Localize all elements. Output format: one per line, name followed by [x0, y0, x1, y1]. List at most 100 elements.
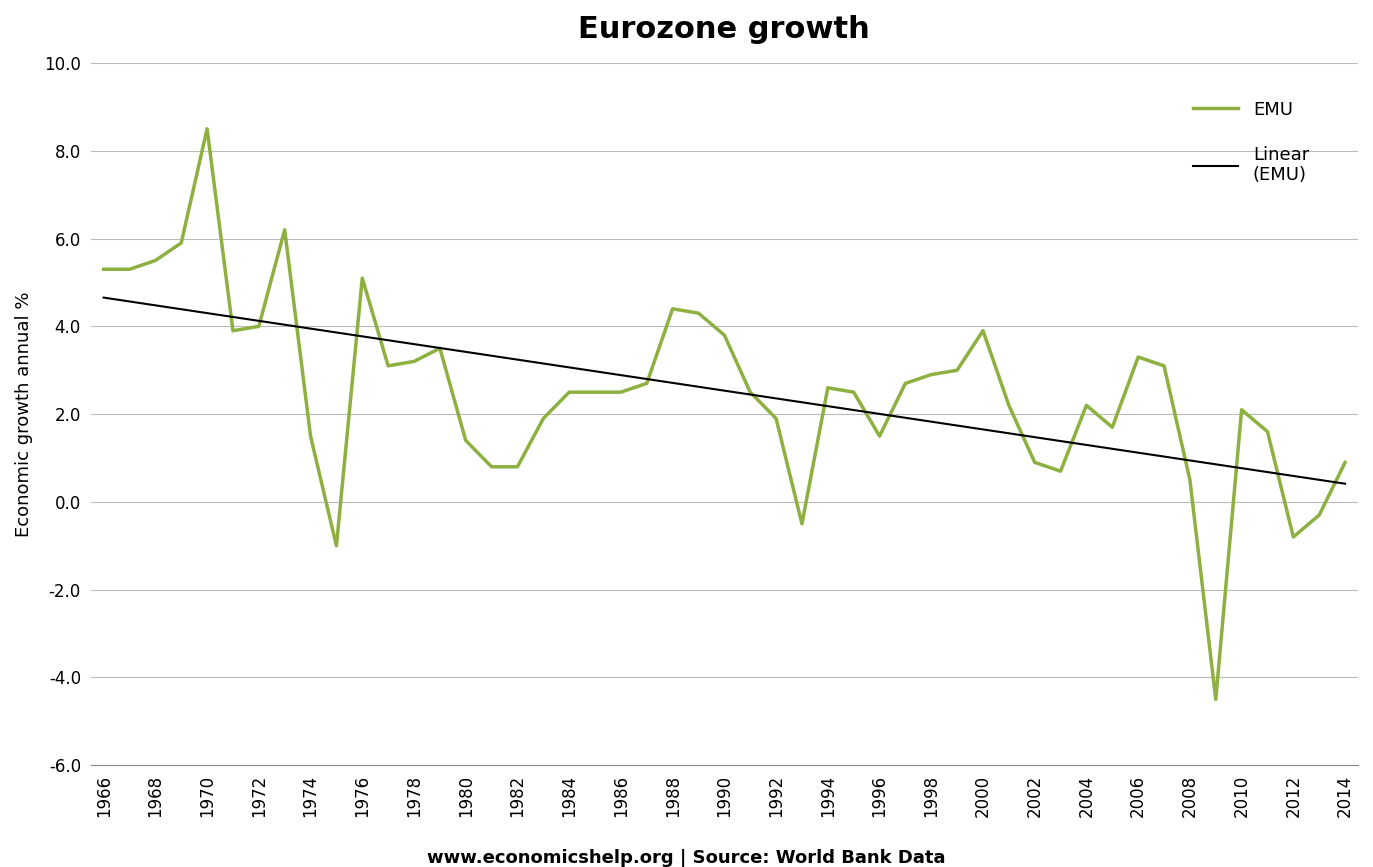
- EMU: [535, 414, 552, 424]
- EMU: [975, 325, 991, 336]
- EMU: [949, 365, 965, 375]
- Linear
(EMU): [1311, 474, 1328, 485]
- EMU: [380, 361, 397, 371]
- Linear
(EMU): [562, 362, 578, 373]
- Linear
(EMU): [1052, 436, 1068, 447]
- EMU: [1233, 405, 1249, 415]
- EMU: [612, 387, 629, 397]
- Linear
(EMU): [949, 420, 965, 431]
- EMU: [276, 225, 292, 235]
- EMU: [1182, 475, 1199, 486]
- Linear
(EMU): [173, 304, 189, 315]
- EMU: [173, 238, 189, 248]
- Linear
(EMU): [380, 335, 397, 345]
- Linear
(EMU): [586, 366, 603, 376]
- Text: www.economicshelp.org | Source: World Bank Data: www.economicshelp.org | Source: World Ba…: [427, 849, 946, 867]
- Linear
(EMU): [483, 350, 500, 361]
- Linear
(EMU): [251, 316, 268, 326]
- Linear
(EMU): [121, 297, 137, 307]
- EMU: [457, 435, 474, 446]
- Linear
(EMU): [1027, 432, 1043, 442]
- Linear
(EMU): [328, 327, 345, 337]
- Linear
(EMU): [846, 405, 862, 415]
- EMU: [1001, 401, 1017, 411]
- EMU: [147, 255, 163, 265]
- Linear
(EMU): [431, 342, 448, 353]
- EMU: [302, 431, 319, 441]
- Linear
(EMU): [1182, 455, 1199, 466]
- EMU: [1311, 510, 1328, 520]
- Linear
(EMU): [1285, 471, 1302, 481]
- EMU: [199, 124, 216, 134]
- Linear
(EMU): [741, 389, 758, 400]
- Linear
(EMU): [509, 355, 526, 365]
- EMU: [406, 356, 423, 367]
- EMU: [483, 461, 500, 472]
- EMU: [638, 378, 655, 388]
- Linear
(EMU): [638, 374, 655, 384]
- EMU: [1156, 361, 1173, 371]
- Linear
(EMU): [1207, 460, 1223, 470]
- Linear
(EMU): [1233, 463, 1249, 473]
- Linear
(EMU): [535, 358, 552, 368]
- EMU: [1130, 352, 1146, 362]
- Linear
(EMU): [95, 292, 111, 303]
- EMU: [1259, 427, 1276, 437]
- EMU: [1104, 422, 1120, 433]
- EMU: [1207, 694, 1223, 705]
- Linear
(EMU): [691, 381, 707, 392]
- Linear
(EMU): [1156, 452, 1173, 462]
- Legend: EMU, Linear
(EMU): EMU, Linear (EMU): [1179, 86, 1324, 199]
- Linear
(EMU): [302, 323, 319, 334]
- Linear
(EMU): [612, 370, 629, 381]
- Linear
(EMU): [1130, 447, 1146, 458]
- Linear
(EMU): [276, 320, 292, 330]
- Linear
(EMU): [199, 308, 216, 318]
- EMU: [562, 387, 578, 397]
- EMU: [846, 387, 862, 397]
- EMU: [872, 431, 888, 441]
- EMU: [820, 382, 836, 393]
- Linear
(EMU): [768, 394, 784, 404]
- Linear
(EMU): [820, 401, 836, 411]
- EMU: [431, 343, 448, 354]
- EMU: [586, 387, 603, 397]
- Linear
(EMU): [717, 386, 733, 396]
- EMU: [354, 273, 371, 284]
- Linear
(EMU): [1104, 444, 1120, 454]
- Linear
(EMU): [794, 397, 810, 407]
- EMU: [665, 303, 681, 314]
- Linear
(EMU): [872, 408, 888, 419]
- Linear
(EMU): [1078, 440, 1094, 450]
- Linear
(EMU): [457, 347, 474, 357]
- EMU: [897, 378, 913, 388]
- EMU: [768, 414, 784, 424]
- EMU: [1078, 401, 1094, 411]
- EMU: [691, 308, 707, 318]
- Linear
(EMU): [897, 413, 913, 423]
- Linear
(EMU): [225, 312, 242, 323]
- Linear
(EMU): [1337, 479, 1354, 489]
- Line: Linear
(EMU): Linear (EMU): [103, 297, 1346, 484]
- Linear
(EMU): [665, 378, 681, 388]
- Linear
(EMU): [923, 416, 939, 427]
- Y-axis label: Economic growth annual %: Economic growth annual %: [15, 291, 33, 537]
- Linear
(EMU): [147, 300, 163, 310]
- EMU: [225, 325, 242, 336]
- EMU: [328, 541, 345, 551]
- Linear
(EMU): [1259, 466, 1276, 477]
- EMU: [1027, 457, 1043, 467]
- EMU: [794, 518, 810, 529]
- EMU: [923, 369, 939, 380]
- EMU: [1052, 466, 1068, 476]
- EMU: [717, 330, 733, 341]
- Linear
(EMU): [975, 424, 991, 434]
- EMU: [1285, 531, 1302, 542]
- EMU: [251, 321, 268, 331]
- Title: Eurozone growth: Eurozone growth: [578, 15, 870, 44]
- Line: EMU: EMU: [103, 129, 1346, 700]
- EMU: [741, 387, 758, 397]
- Linear
(EMU): [1001, 428, 1017, 439]
- EMU: [121, 264, 137, 275]
- Linear
(EMU): [354, 331, 371, 342]
